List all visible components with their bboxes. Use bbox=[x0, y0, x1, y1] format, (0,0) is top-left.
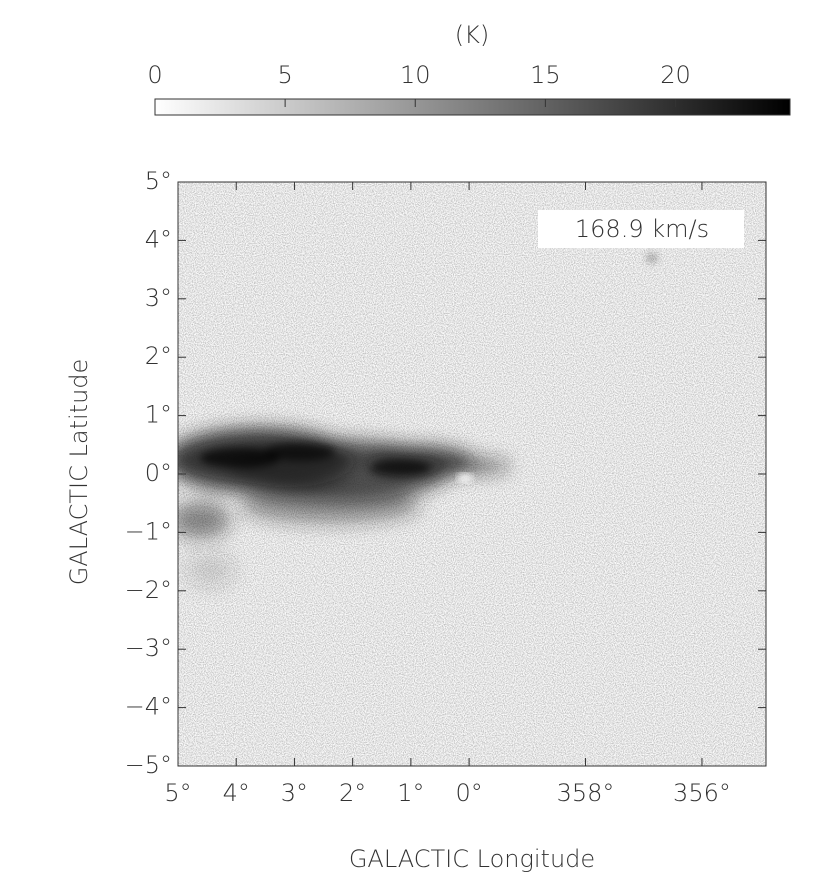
map-image bbox=[178, 182, 766, 766]
y-axis-label: GALACTIC Latitude bbox=[65, 359, 93, 586]
annotation: 168.9 km/s bbox=[575, 215, 709, 243]
x-tick-label: 4° bbox=[223, 779, 250, 807]
x-tick-label: 5° bbox=[164, 779, 191, 807]
colorbar bbox=[154, 98, 791, 116]
x-tick-label: 1° bbox=[397, 779, 424, 807]
colorbar-tick-label: 20 bbox=[660, 61, 691, 89]
x-tick-label: 358° bbox=[557, 779, 615, 807]
y-tick-label: −1° bbox=[125, 517, 172, 545]
x-tick-label: 0° bbox=[455, 779, 482, 807]
colorbar-tick-label: 5 bbox=[277, 61, 292, 89]
y-tick-label: −2° bbox=[125, 576, 172, 604]
colorbar-tick-label: 15 bbox=[530, 61, 561, 89]
x-tick-label: 3° bbox=[281, 779, 308, 807]
colorbar-label: (K) bbox=[455, 21, 489, 49]
y-tick-label: −4° bbox=[125, 693, 172, 721]
y-tick-label: 3° bbox=[145, 284, 172, 312]
y-tick-label: −5° bbox=[125, 751, 172, 779]
colorbar-tick-label: 0 bbox=[147, 61, 162, 89]
y-tick-label: 2° bbox=[145, 342, 172, 370]
y-tick-label: −3° bbox=[125, 634, 172, 662]
x-tick-label: 2° bbox=[339, 779, 366, 807]
x-axis-label: GALACTIC Longitude bbox=[349, 845, 595, 873]
y-tick-label: 1° bbox=[145, 401, 172, 429]
x-tick-label: 356° bbox=[673, 779, 731, 807]
y-tick-label: 0° bbox=[145, 459, 172, 487]
colorbar-tick-label: 10 bbox=[400, 61, 431, 89]
y-tick-label: 4° bbox=[145, 225, 172, 253]
y-tick-label: 5° bbox=[145, 167, 172, 195]
annotation-box bbox=[538, 210, 744, 248]
